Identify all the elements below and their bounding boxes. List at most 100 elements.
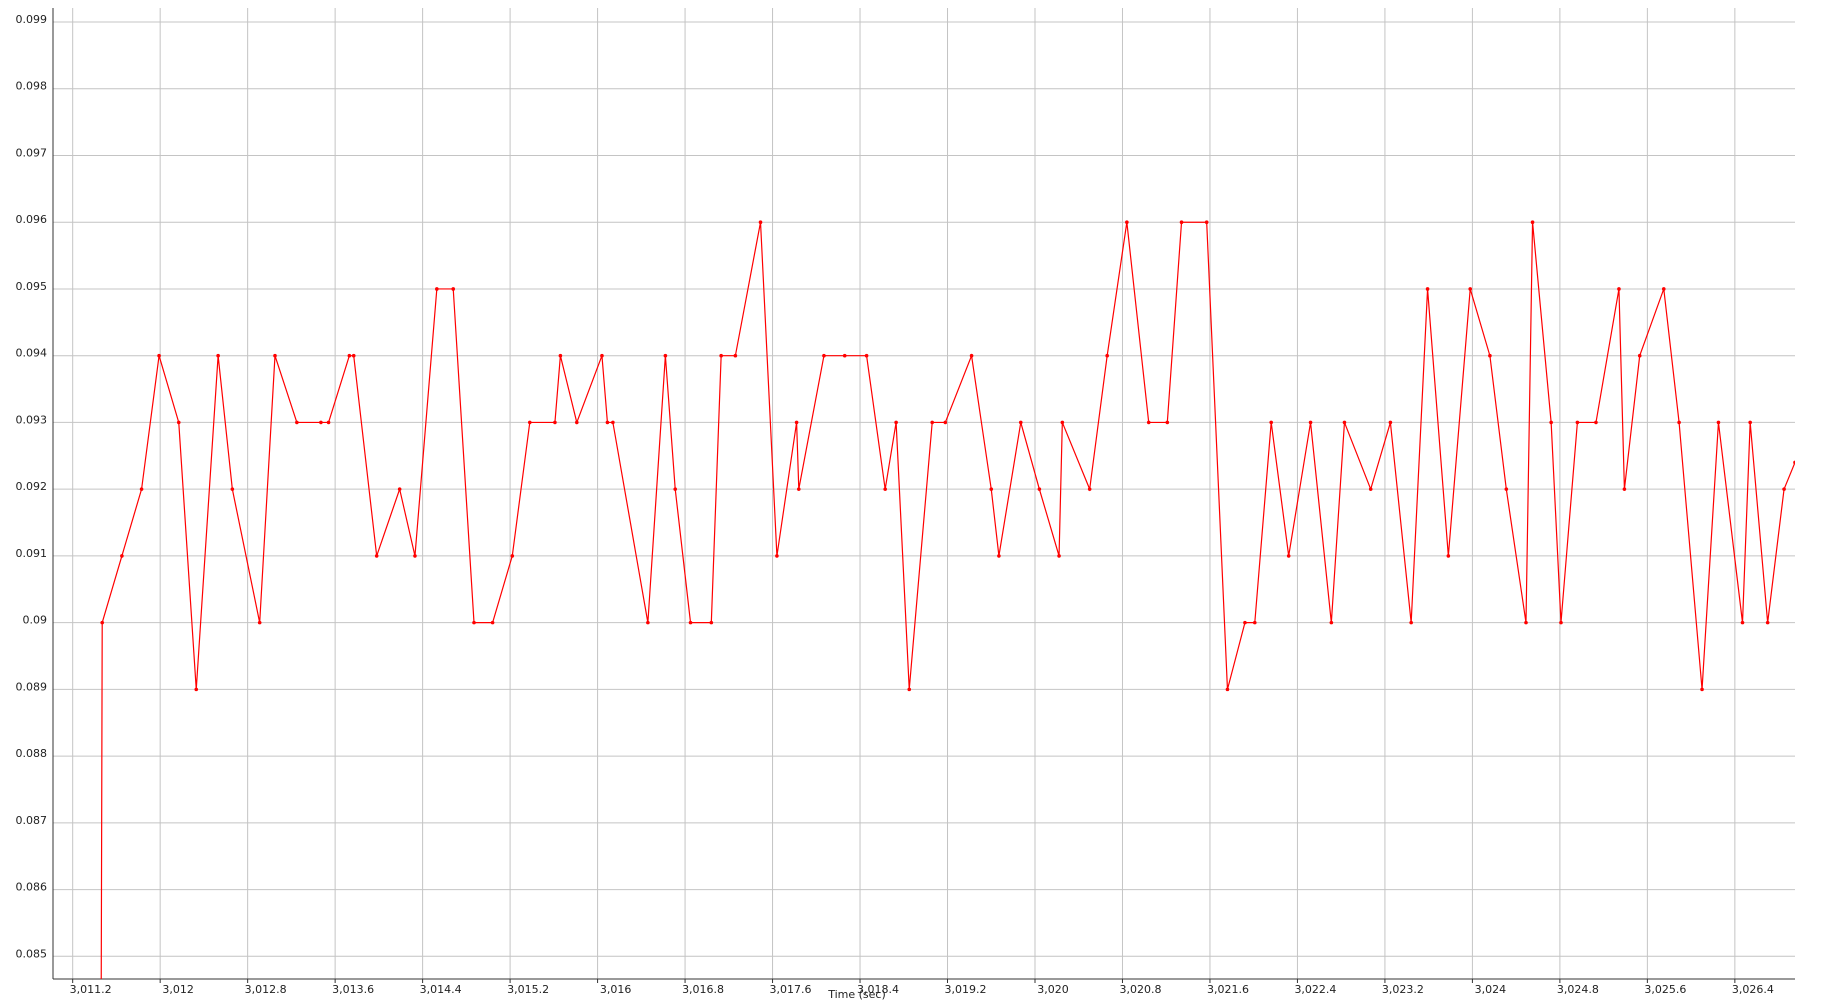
data-point — [1530, 220, 1535, 225]
data-point — [1060, 420, 1065, 425]
data-point — [733, 353, 738, 358]
data-point — [157, 353, 161, 358]
data-point — [1468, 287, 1473, 291]
y-tick-label: 0.099 — [16, 13, 48, 26]
data-point — [1594, 420, 1598, 425]
data-point — [1286, 554, 1291, 558]
data-point — [1740, 620, 1745, 625]
x-tick-label: 3,018.4 — [857, 983, 899, 996]
data-point — [1087, 487, 1092, 491]
y-tick-label: 0.089 — [16, 680, 48, 693]
data-point — [1308, 420, 1313, 425]
data-point — [605, 420, 610, 425]
data-point — [273, 353, 277, 358]
data-point — [1677, 420, 1681, 425]
x-tick-label: 3,012 — [162, 983, 194, 996]
x-tick-label: 3,012.8 — [245, 983, 287, 996]
x-tick-label: 3,016 — [600, 983, 632, 996]
data-point — [1329, 620, 1334, 625]
x-tick-label: 3,021.6 — [1207, 983, 1249, 996]
y-tick-label: 0.093 — [16, 413, 48, 426]
x-tick-label: 3,011.2 — [70, 983, 112, 996]
data-point — [1782, 487, 1786, 491]
data-point — [558, 353, 563, 358]
data-point — [758, 220, 763, 225]
data-point — [1716, 420, 1721, 425]
data-point — [1057, 554, 1061, 558]
data-point — [435, 287, 439, 291]
data-point — [907, 687, 912, 692]
x-tick-label: 3,024.8 — [1557, 983, 1599, 996]
data-point — [1165, 420, 1170, 425]
x-tick-label: 3,016.8 — [682, 983, 724, 996]
data-point — [1575, 420, 1580, 425]
x-tick-label: 3,024 — [1475, 983, 1507, 996]
data-point — [600, 353, 604, 358]
data-point — [1765, 620, 1770, 625]
data-point — [326, 420, 331, 425]
data-point — [1446, 554, 1451, 558]
data-point — [319, 420, 323, 425]
data-point — [611, 420, 615, 425]
data-point — [842, 353, 847, 358]
data-point — [775, 554, 779, 558]
data-point — [997, 554, 1001, 558]
x-tick-label: 3,015.2 — [507, 983, 549, 996]
data-point — [216, 353, 220, 358]
data-point — [176, 420, 181, 425]
data-point — [646, 620, 650, 625]
data-point — [1018, 420, 1023, 425]
data-point — [295, 420, 299, 425]
data-point — [943, 420, 948, 425]
data-point — [1425, 287, 1430, 291]
data-point — [1661, 287, 1666, 291]
y-tick-label: 0.097 — [16, 146, 48, 159]
x-tick-label: 3,013.6 — [332, 983, 374, 996]
y-tick-label: 0.096 — [16, 213, 48, 226]
data-point — [989, 487, 994, 491]
y-tick-label: 0.086 — [16, 881, 48, 894]
x-tick-label: 3,014.4 — [420, 983, 462, 996]
data-point — [1488, 353, 1492, 358]
data-point — [194, 687, 199, 692]
y-tick-label: 0.095 — [16, 280, 48, 293]
x-tick-label: 3,020 — [1037, 983, 1069, 996]
data-point — [553, 420, 557, 425]
data-point — [351, 353, 356, 358]
data-point — [1125, 220, 1129, 225]
data-point — [1252, 620, 1257, 625]
x-tick-label: 3,017.6 — [770, 983, 812, 996]
data-point — [1243, 620, 1247, 625]
data-point — [1524, 620, 1528, 625]
x-tick-label: 3,026.4 — [1732, 983, 1774, 996]
x-tick-label: 3,019.2 — [945, 983, 987, 996]
data-point — [894, 420, 898, 425]
y-tick-label: 0.087 — [16, 814, 48, 827]
y-tick-label: 0.094 — [16, 347, 48, 360]
data-point — [1637, 353, 1642, 358]
data-point — [1179, 220, 1184, 225]
data-point — [257, 620, 262, 625]
data-point — [1105, 353, 1109, 358]
data-point — [1622, 487, 1627, 491]
data-point — [794, 420, 799, 425]
data-point — [1793, 460, 1795, 465]
data-point — [673, 487, 678, 491]
data-point — [864, 353, 869, 358]
data-point — [1409, 620, 1413, 625]
data-point — [1748, 420, 1752, 425]
data-point — [1388, 420, 1393, 425]
data-point — [1559, 620, 1563, 625]
data-point — [1204, 220, 1209, 225]
data-point — [969, 353, 974, 358]
data-point — [575, 420, 579, 425]
data-point — [1368, 487, 1373, 491]
data-point — [100, 620, 105, 625]
x-tick-label: 3,020.8 — [1119, 983, 1161, 996]
y-tick-label: 0.088 — [16, 747, 48, 760]
data-point — [374, 554, 379, 558]
y-tick-label: 0.092 — [16, 480, 48, 493]
data-line — [100, 221, 1795, 979]
data-point — [139, 487, 144, 491]
data-point — [719, 353, 723, 358]
